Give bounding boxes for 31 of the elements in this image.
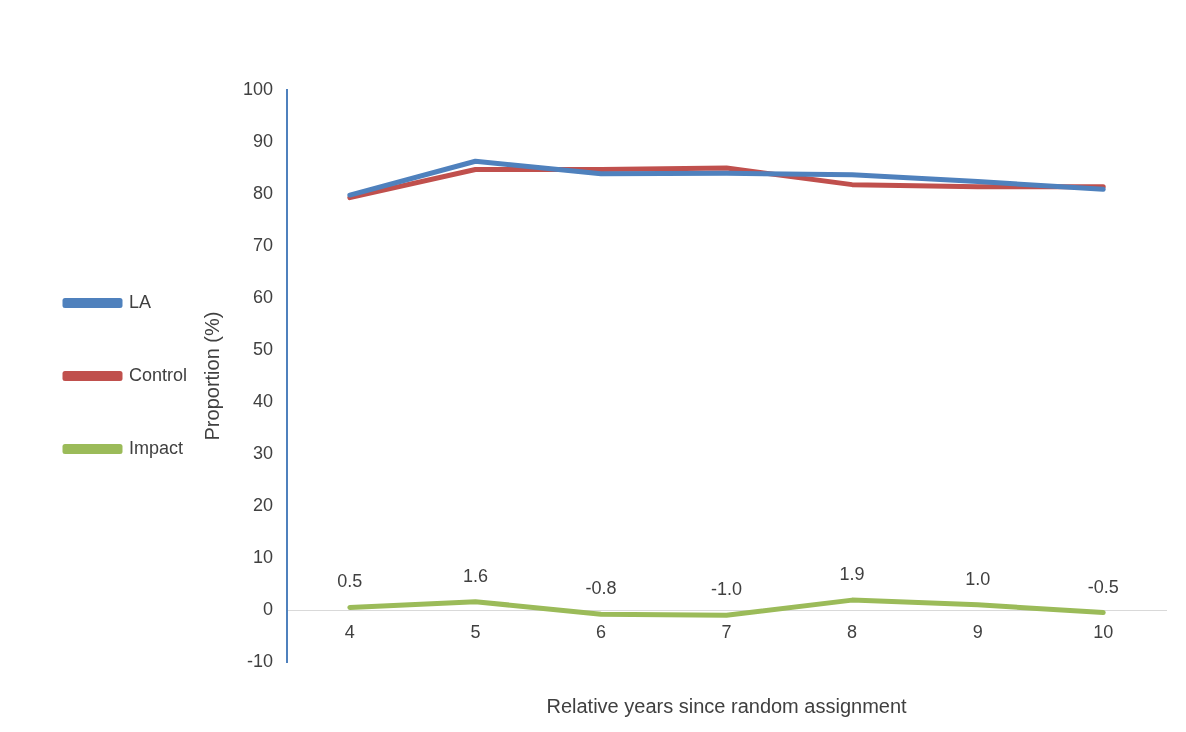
data-label: -0.5 xyxy=(1087,576,1119,597)
y-tick-label: 10 xyxy=(253,546,274,567)
x-tick-label: 8 xyxy=(847,621,858,642)
x-tick-label: 10 xyxy=(1093,621,1114,642)
y-tick-label: -10 xyxy=(247,650,274,671)
y-tick-label: 20 xyxy=(253,494,274,515)
data-label: 1.6 xyxy=(462,565,488,586)
y-tick-label: 90 xyxy=(253,130,274,151)
x-axis-title: Relative years since random assignment xyxy=(546,695,908,718)
x-tick-label: 9 xyxy=(972,621,983,642)
x-tick-label: 7 xyxy=(721,621,732,642)
y-tick-label: 30 xyxy=(253,442,274,463)
y-tick-label: 40 xyxy=(253,390,274,411)
legend-label: LA xyxy=(129,291,152,312)
y-tick-label: 0 xyxy=(263,598,274,619)
legend-label: Impact xyxy=(129,437,184,458)
data-label: -1.0 xyxy=(711,579,743,600)
x-tick-label: 6 xyxy=(595,621,606,642)
y-tick-label: 60 xyxy=(253,286,274,307)
y-tick-label: 80 xyxy=(253,182,274,203)
legend-label: Control xyxy=(129,364,188,385)
y-tick-label: 70 xyxy=(253,234,274,255)
data-label: 1.9 xyxy=(839,564,865,585)
x-tick-label: 5 xyxy=(470,621,481,642)
data-label: 0.5 xyxy=(337,571,363,592)
data-label: 1.0 xyxy=(965,568,991,589)
data-label: -0.8 xyxy=(585,578,617,599)
y-tick-label: 50 xyxy=(253,338,274,359)
y-tick-label: 100 xyxy=(243,78,274,99)
x-tick-label: 4 xyxy=(344,621,355,642)
y-axis-title: Proportion (%) xyxy=(200,311,223,441)
